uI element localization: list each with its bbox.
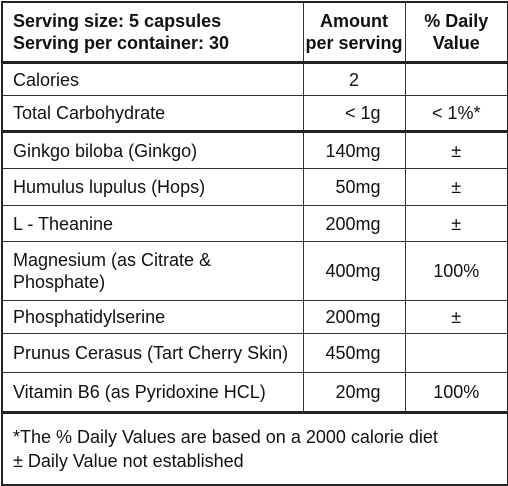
nutrient-name: Total Carbohydrate bbox=[1, 95, 304, 133]
text-line: Calories bbox=[13, 69, 80, 90]
amount: 400mg bbox=[302, 241, 406, 301]
nutrient-name: Calories bbox=[1, 62, 304, 96]
footnote-row: *The % Daily Values are based on a 2000 … bbox=[1, 412, 508, 486]
serving-info: Serving size: 5 capsules Serving per cont… bbox=[1, 1, 304, 64]
nutrient-name: Ginkgo biloba (Ginkgo) bbox=[1, 131, 304, 169]
daily-value: < 1%* bbox=[404, 95, 508, 133]
nutrient-name: Prunus Cerasus (Tart Cherry Skin) bbox=[1, 333, 304, 373]
text-line: Vitamin B6 (as Pyridoxine HCL) bbox=[13, 382, 266, 402]
nutrient-row: L - Theanine 200mg ± bbox=[1, 205, 508, 242]
daily-value bbox=[404, 333, 508, 373]
text-line: % Daily bbox=[424, 11, 489, 31]
daily-value: ± bbox=[404, 131, 508, 169]
text-line: Prunus Cerasus (Tart Cherry Skin) bbox=[13, 343, 289, 363]
text-line: Phosphatidylserine bbox=[13, 307, 166, 327]
text-line: Magnesium (as Citrate & bbox=[13, 250, 212, 270]
amount: < 1g bbox=[302, 95, 406, 133]
footnotes: *The % Daily Values are based on a 2000 … bbox=[1, 412, 508, 486]
daily-value: ± bbox=[404, 300, 508, 334]
amount: 20mg bbox=[302, 372, 406, 414]
amount: 140mg bbox=[302, 131, 406, 169]
text-line: *The % Daily Values are based on a 2000 … bbox=[13, 427, 438, 447]
amount: 50mg bbox=[302, 168, 406, 206]
text-line: Phosphate) bbox=[13, 272, 106, 292]
text-line: Serving per container: 30 bbox=[13, 33, 230, 53]
amount-header: Amount per serving bbox=[302, 1, 406, 64]
text-line: Amount bbox=[320, 11, 388, 31]
text-line: Ginkgo biloba (Ginkgo) bbox=[13, 140, 198, 161]
daily-value-header: % Daily Value bbox=[404, 1, 508, 64]
nutrient-row: Humulus lupulus (Hops) 50mg ± bbox=[1, 168, 508, 206]
nutrient-name: L - Theanine bbox=[1, 205, 304, 242]
daily-value: 100% bbox=[404, 372, 508, 414]
text-line: per serving bbox=[305, 33, 403, 53]
nutrient-row: Calories 2 bbox=[1, 62, 508, 96]
nutrient-name: Humulus lupulus (Hops) bbox=[1, 168, 304, 206]
nutrient-row: Magnesium (as Citrate & Phosphate) 400mg 10… bbox=[1, 241, 508, 301]
daily-value bbox=[404, 62, 508, 96]
header-row: Serving size: 5 capsules Serving per cont… bbox=[1, 1, 508, 64]
nutrient-row: Vitamin B6 (as Pyridoxine HCL) 20mg 100% bbox=[1, 372, 508, 414]
text-line: Value bbox=[432, 33, 480, 53]
nutrient-name: Vitamin B6 (as Pyridoxine HCL) bbox=[1, 372, 304, 414]
nutrient-name: Phosphatidylserine bbox=[1, 300, 304, 334]
text-line: Serving size: 5 capsules bbox=[13, 11, 222, 31]
nutrient-row: Phosphatidylserine 200mg ± bbox=[1, 300, 508, 334]
amount: 200mg bbox=[302, 300, 406, 334]
daily-value: ± bbox=[404, 168, 508, 206]
amount: 450mg bbox=[302, 333, 406, 373]
text-line: ± Daily Value not established bbox=[13, 451, 244, 471]
nutrient-row: Prunus Cerasus (Tart Cherry Skin) 450mg bbox=[1, 333, 508, 373]
text-line: Humulus lupulus (Hops) bbox=[13, 177, 206, 197]
daily-value: 100% bbox=[404, 241, 508, 301]
amount: 2 bbox=[302, 62, 406, 96]
nutrient-name: Magnesium (as Citrate & Phosphate) bbox=[1, 241, 304, 301]
amount: 200mg bbox=[302, 205, 406, 242]
nutrient-row: Total Carbohydrate < 1g < 1%* bbox=[1, 95, 508, 133]
daily-value: ± bbox=[404, 205, 508, 242]
nutrient-row: Ginkgo biloba (Ginkgo) 140mg ± bbox=[1, 131, 508, 169]
text-line: L - Theanine bbox=[13, 213, 114, 234]
text-line: Total Carbohydrate bbox=[13, 103, 166, 123]
